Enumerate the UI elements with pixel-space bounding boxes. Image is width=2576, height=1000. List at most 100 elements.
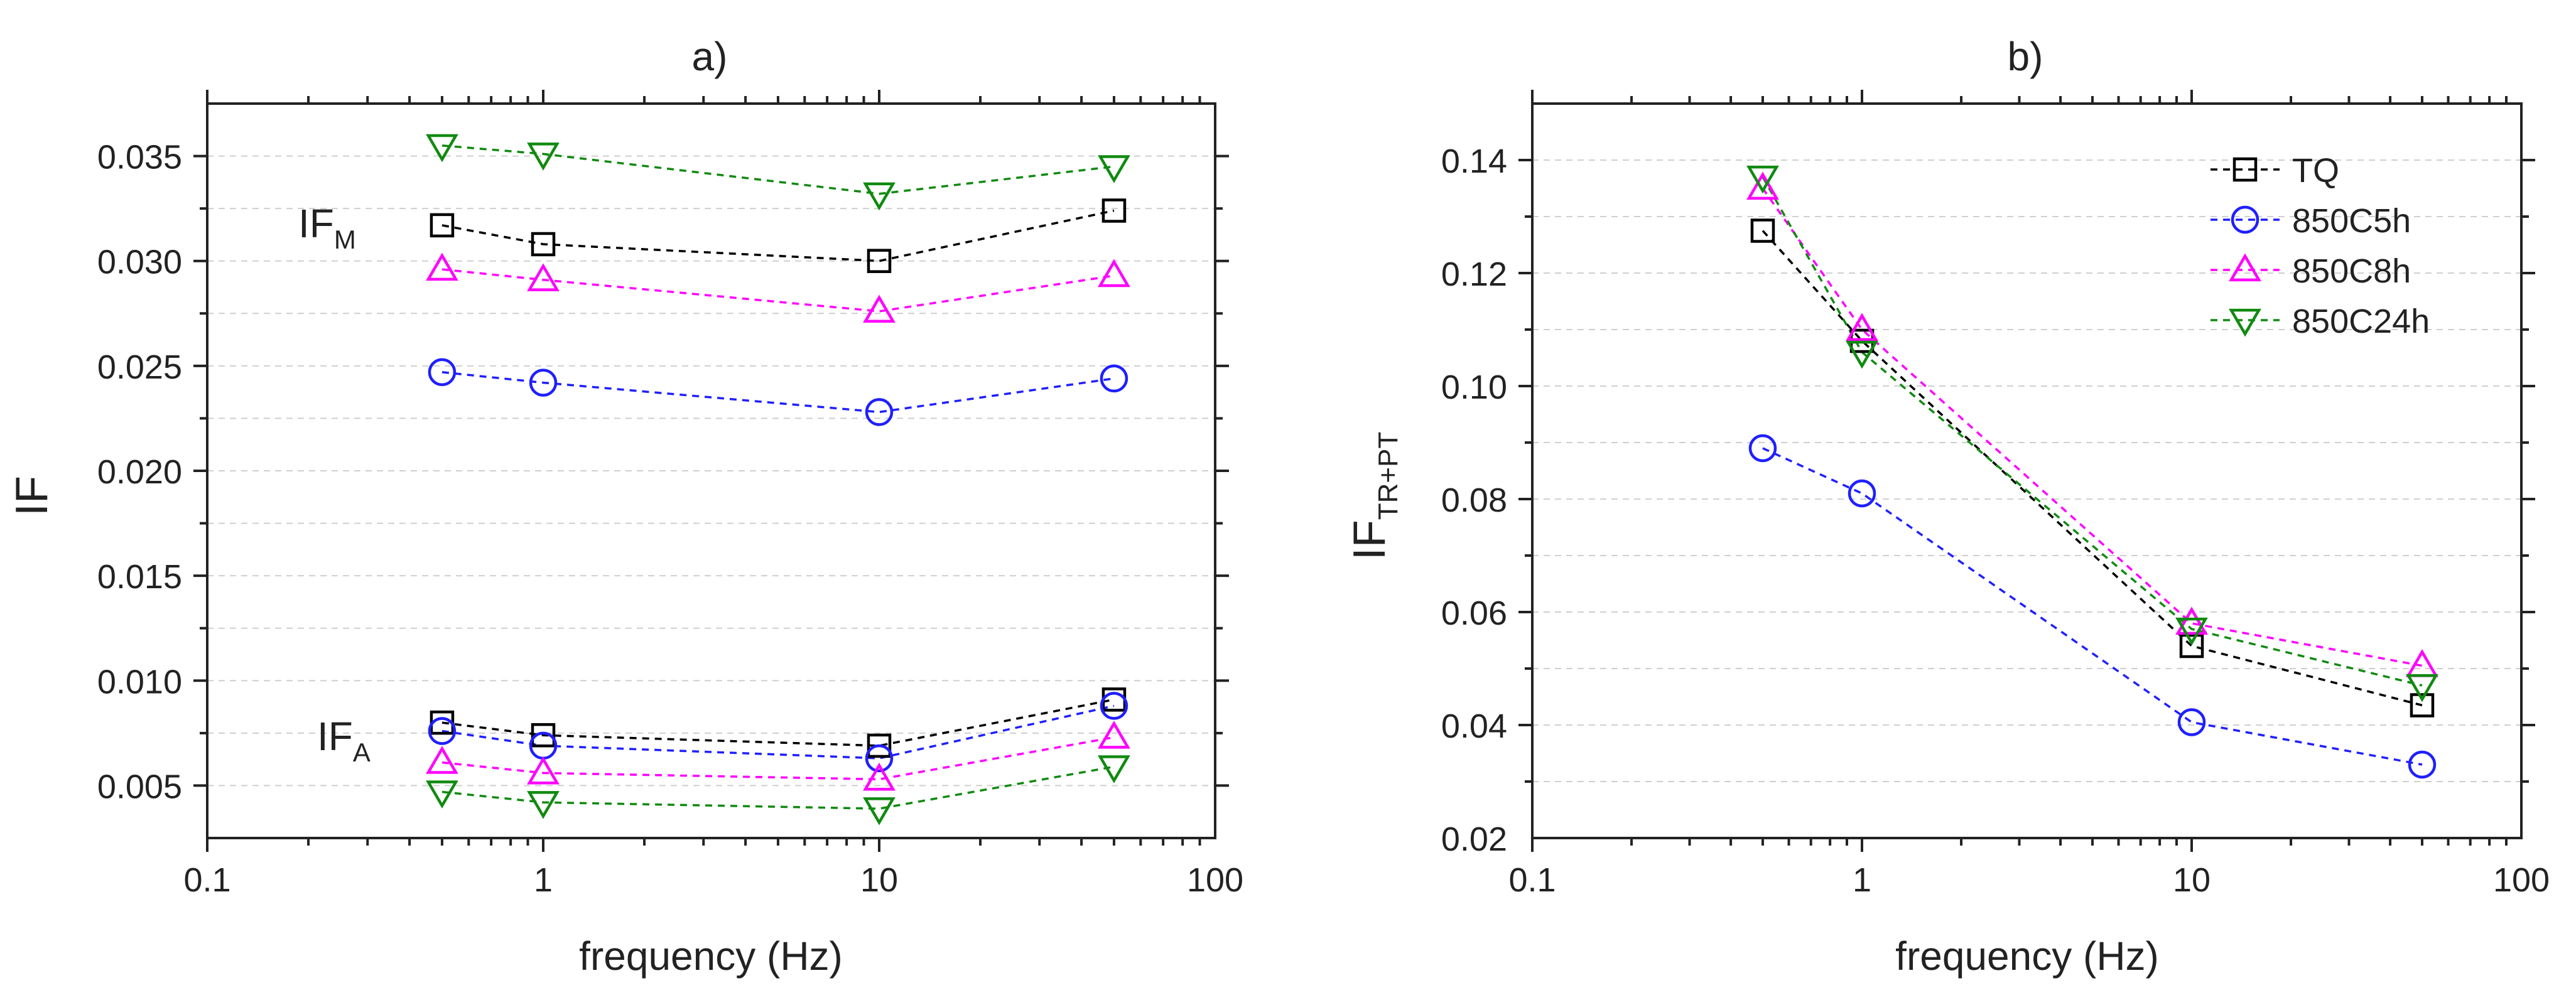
- x-tick-label: 100: [2493, 861, 2550, 899]
- series-line: [1762, 447, 2423, 766]
- data-point: [527, 263, 560, 291]
- y-tick-label: 0.10: [1441, 368, 1507, 406]
- legend: TQ 850C5h 850C8h 850C24h: [2211, 152, 2430, 340]
- annotation-if-a: IFA: [317, 714, 371, 767]
- legend-marker: [2231, 205, 2259, 234]
- legend-label: TQ: [2292, 152, 2339, 190]
- legend-marker: [2229, 308, 2261, 337]
- series-line: [441, 765, 1115, 810]
- data-point: [2175, 617, 2208, 646]
- data-point: [1098, 721, 1130, 749]
- data-point: [426, 134, 458, 163]
- series-line: [441, 209, 1115, 262]
- series-line: [441, 704, 1115, 760]
- data-point: [863, 762, 896, 791]
- y-tick-label: 0.12: [1441, 255, 1507, 293]
- y-tick-label: 0.02: [1441, 820, 1507, 858]
- x-tick-label: 0.1: [1508, 861, 1556, 899]
- y-tick-label: 0.025: [97, 348, 182, 386]
- x-tick-label: 0.1: [183, 861, 230, 899]
- data-point: [2179, 633, 2204, 659]
- data-point: [428, 358, 457, 387]
- data-point: [1100, 692, 1128, 720]
- data-point: [1846, 313, 1878, 341]
- y-axis-label-subscript: TR+PT: [1373, 432, 1404, 520]
- legend-marker: [2229, 253, 2261, 282]
- data-point: [426, 746, 458, 774]
- data-point: [1846, 340, 1878, 369]
- data-point: [1746, 171, 1779, 200]
- annotation-text: IF: [298, 201, 334, 246]
- y-tick-label: 0.06: [1441, 594, 1507, 632]
- chart-panel-a: a) 0.005 0.010 0.015 0.020 0.025 0.030 0.035 0.…: [7, 34, 1243, 979]
- panel-label: b): [2008, 34, 2043, 79]
- x-tick-label: 10: [2173, 861, 2211, 899]
- data-point: [863, 294, 896, 323]
- data-point: [2406, 649, 2438, 677]
- data-point: [527, 142, 560, 171]
- svg-text:IFM: IFM: [298, 201, 356, 254]
- data-point: [527, 791, 560, 819]
- data-point: [865, 744, 894, 773]
- x-axis-label: frequency (Hz): [579, 933, 843, 979]
- data-point: [1750, 218, 1775, 243]
- y-tick-label: 0.005: [97, 768, 182, 805]
- series-line: [441, 144, 1115, 195]
- legend-label: 850C24h: [2292, 303, 2430, 340]
- data-point: [529, 368, 558, 397]
- data-point: [867, 249, 892, 273]
- y-tick-label: 0.08: [1441, 481, 1507, 519]
- data-point: [1101, 198, 1127, 223]
- y-tick-label: 0.035: [97, 139, 182, 176]
- data-point: [2175, 606, 2208, 635]
- plot-frame: [1531, 102, 2523, 839]
- series-line: [441, 698, 1115, 747]
- x-tick-label: 100: [1187, 861, 1243, 899]
- y-tick-label: 0.010: [97, 663, 182, 701]
- series-line: [1762, 230, 2423, 707]
- data-point: [531, 723, 556, 748]
- panel-label: a): [692, 34, 728, 79]
- data-point: [1848, 479, 1876, 508]
- data-point: [1098, 755, 1130, 783]
- annotation-subscript: M: [334, 225, 356, 254]
- chart-panel-b: b) 0.02 0.04 0.06 0.08 0.10 0.12 0.14 0.1 1 10 100…: [1345, 34, 2550, 979]
- x-tick-label: 10: [860, 861, 898, 899]
- svg-text:IFA: IFA: [317, 714, 371, 767]
- series-line: [441, 736, 1115, 781]
- y-axis-label-main: IF: [1345, 520, 1395, 560]
- x-tick-label: 1: [534, 861, 553, 899]
- y-tick-label: 0.14: [1441, 142, 1507, 180]
- legend-marker: [2232, 157, 2258, 182]
- series-line: [1762, 176, 2423, 687]
- data-point: [1098, 155, 1130, 183]
- y-tick-label: 0.015: [97, 558, 182, 596]
- legend-label: 850C8h: [2292, 252, 2411, 290]
- y-axis-label: IF: [7, 476, 57, 516]
- annotation-subscript: A: [353, 738, 371, 767]
- series-line: [441, 268, 1115, 313]
- series-line: [441, 371, 1115, 414]
- data-point: [867, 733, 892, 758]
- data-point: [863, 182, 896, 211]
- x-axis-label: frequency (Hz): [1895, 933, 2159, 979]
- data-point: [1098, 259, 1130, 288]
- y-axis-label: IFTR+PT: [1345, 432, 1404, 561]
- data-point: [1748, 434, 1777, 463]
- data-point: [865, 398, 894, 426]
- data-point: [2406, 674, 2438, 702]
- data-point: [428, 717, 457, 745]
- legend-label: 850C5h: [2292, 202, 2411, 240]
- data-point: [426, 252, 458, 281]
- y-tick-label: 0.030: [97, 244, 182, 281]
- data-point: [426, 780, 458, 809]
- y-tick-label: 0.04: [1441, 707, 1507, 745]
- annotation-if-m: IFM: [298, 201, 356, 254]
- data-point: [1746, 165, 1779, 194]
- data-point: [531, 232, 556, 257]
- data-point: [1100, 364, 1128, 393]
- y-tick-label: 0.020: [97, 453, 182, 491]
- data-point: [863, 797, 896, 825]
- data-point: [527, 756, 560, 785]
